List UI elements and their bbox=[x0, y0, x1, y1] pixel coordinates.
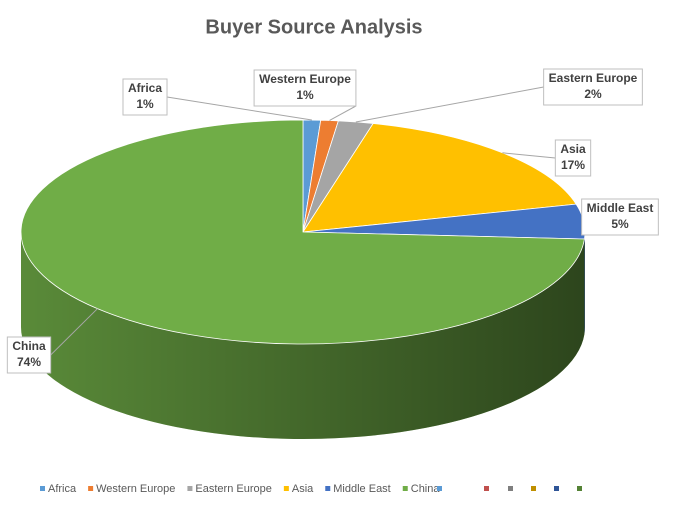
legend-marker bbox=[187, 486, 193, 491]
label-category: Western Europe bbox=[259, 72, 351, 86]
label-value: 5% bbox=[611, 217, 629, 231]
label-value: 74% bbox=[17, 355, 41, 369]
legend-label: Africa bbox=[48, 483, 77, 495]
label-box bbox=[6, 336, 52, 374]
label-value: 1% bbox=[296, 88, 314, 102]
legend-label: China bbox=[411, 483, 441, 495]
label-value: 1% bbox=[136, 97, 154, 111]
legend-marker bbox=[554, 486, 559, 491]
legend-marker bbox=[88, 486, 94, 491]
leader-line bbox=[166, 96, 312, 121]
pie-slice bbox=[20, 119, 585, 345]
pie-slice bbox=[302, 123, 577, 233]
leader-line bbox=[329, 105, 357, 121]
legend-marker bbox=[40, 486, 45, 491]
label-category: Middle East bbox=[587, 201, 654, 215]
data-label: Western Europe 1% bbox=[253, 69, 357, 107]
data-label: China 74% bbox=[6, 336, 52, 374]
legend-label: Western Europe bbox=[96, 483, 175, 495]
leader-line bbox=[502, 152, 556, 159]
chart-title: Buyer Source Analysis bbox=[205, 16, 422, 38]
label-category: Eastern Europe bbox=[549, 71, 638, 85]
legend-marker bbox=[325, 486, 331, 491]
label-box bbox=[543, 68, 643, 106]
legend-marker bbox=[531, 486, 536, 491]
label-value: 17% bbox=[561, 158, 585, 172]
label-box bbox=[122, 78, 168, 116]
legend-extra-markers bbox=[437, 486, 582, 491]
data-labels: Africa 1% Western Europe 1% Eastern Europe 2%… bbox=[6, 68, 659, 374]
legend: Africa Western Europe Eastern Europe Asia Mi… bbox=[40, 483, 440, 495]
legend-marker bbox=[437, 486, 442, 491]
pie-sides bbox=[21, 232, 585, 439]
legend-marker bbox=[484, 486, 489, 491]
label-category: Africa bbox=[128, 81, 162, 95]
legend-marker bbox=[283, 486, 289, 491]
legend-label: Eastern Europe bbox=[195, 483, 271, 495]
leader-line bbox=[50, 308, 98, 356]
legend-marker bbox=[577, 486, 582, 491]
legend-marker bbox=[402, 486, 408, 491]
side-shade bbox=[584, 232, 585, 335]
data-label: Middle East 5% bbox=[581, 198, 659, 236]
legend-marker bbox=[508, 486, 513, 491]
label-box bbox=[253, 69, 357, 107]
label-value: 2% bbox=[584, 87, 602, 101]
label-box bbox=[581, 198, 659, 236]
label-box bbox=[554, 139, 592, 177]
legend-label: Asia bbox=[292, 483, 314, 495]
pie-tops bbox=[20, 119, 586, 345]
label-category: Asia bbox=[560, 142, 586, 156]
data-label: Asia 17% bbox=[554, 139, 592, 177]
data-label: Eastern Europe 2% bbox=[543, 68, 643, 106]
data-label: Africa 1% bbox=[122, 78, 168, 116]
label-category: China bbox=[12, 339, 46, 353]
leader-line bbox=[355, 86, 544, 123]
side-shade bbox=[21, 232, 585, 439]
legend-label: Middle East bbox=[333, 483, 390, 495]
